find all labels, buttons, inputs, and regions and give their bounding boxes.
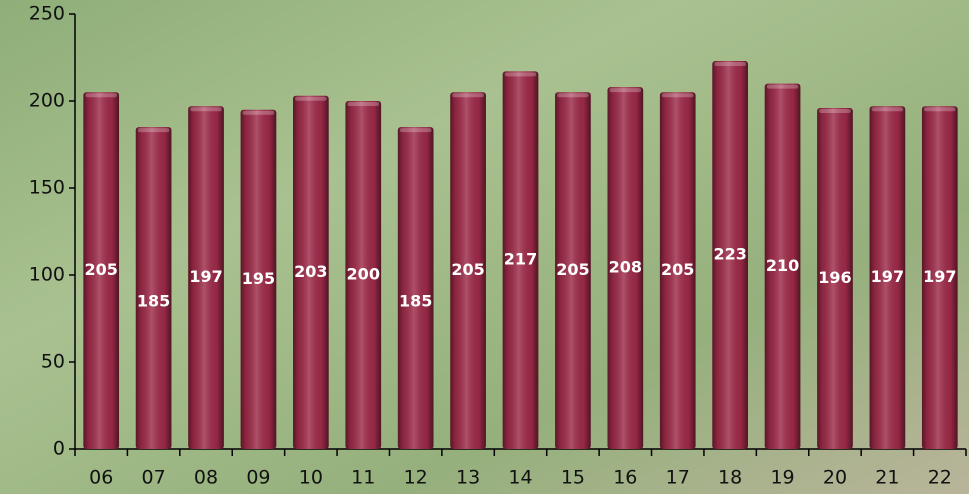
y-tick-label: 150 xyxy=(29,177,65,199)
x-tick-label: 07 xyxy=(142,467,166,489)
bar-top xyxy=(347,102,380,106)
value-label: 205 xyxy=(661,260,694,279)
bar-shade xyxy=(921,106,958,449)
x-tick-label: 20 xyxy=(823,467,847,489)
y-tick-label: 200 xyxy=(29,90,65,112)
x-tick-label: 17 xyxy=(666,467,690,489)
bar-top xyxy=(85,93,118,98)
bar-shade xyxy=(817,107,853,450)
value-label: 200 xyxy=(347,265,380,284)
value-label: 203 xyxy=(294,262,327,281)
y-tick-label: 50 xyxy=(41,351,65,373)
value-label: 185 xyxy=(137,292,170,311)
value-label: 223 xyxy=(713,244,746,263)
x-tick-label: 16 xyxy=(613,467,637,489)
bar-top xyxy=(399,128,432,133)
x-tick-label: 09 xyxy=(246,467,270,489)
x-tick-label: 11 xyxy=(351,467,375,489)
bar-shade xyxy=(869,106,906,449)
bar-top xyxy=(295,96,327,101)
x-tick-label: 21 xyxy=(875,467,899,489)
x-tick-label: 12 xyxy=(404,467,428,489)
value-label: 197 xyxy=(871,267,904,286)
bar-top xyxy=(190,107,222,112)
y-tick-label: 0 xyxy=(53,438,65,460)
value-label: 195 xyxy=(242,269,275,288)
bar-shade xyxy=(555,92,591,450)
x-tick-label: 15 xyxy=(561,467,585,489)
value-label: 208 xyxy=(609,258,642,277)
y-tick-label: 250 xyxy=(29,3,65,25)
bar-top xyxy=(819,108,851,113)
bar-shade xyxy=(293,95,329,449)
x-tick-label: 06 xyxy=(89,467,113,489)
value-label: 185 xyxy=(399,292,432,311)
value-label: 217 xyxy=(504,250,537,269)
bar-top xyxy=(714,61,746,66)
value-label: 205 xyxy=(556,260,589,279)
x-tick-label: 19 xyxy=(770,467,794,489)
bar-shade xyxy=(712,60,748,449)
bar-shade xyxy=(450,92,486,450)
bar-shade xyxy=(345,101,382,449)
bar-top xyxy=(452,93,484,98)
x-tick-label: 14 xyxy=(508,467,532,489)
bar-shade xyxy=(764,83,801,449)
bar-shade xyxy=(397,127,434,449)
bar-shade xyxy=(659,92,696,450)
bar-top xyxy=(242,110,275,115)
bar-shade xyxy=(135,127,172,449)
bar-shade xyxy=(188,106,224,449)
value-label: 197 xyxy=(923,267,956,286)
value-label: 205 xyxy=(451,260,484,279)
bar-shade xyxy=(502,71,539,450)
bar-top xyxy=(504,72,537,77)
bar-shade xyxy=(607,87,644,449)
bar-top xyxy=(557,93,589,98)
y-tick-label: 100 xyxy=(29,264,65,286)
x-tick-label: 22 xyxy=(928,467,952,489)
x-tick-label: 08 xyxy=(194,467,218,489)
bar-top xyxy=(923,107,956,112)
x-tick-label: 13 xyxy=(456,467,480,489)
value-label: 210 xyxy=(766,256,799,275)
bar-shade xyxy=(240,109,277,449)
bar-top xyxy=(661,93,694,98)
bar-top xyxy=(609,88,642,93)
x-tick-label: 10 xyxy=(299,467,323,489)
value-label: 196 xyxy=(818,268,851,287)
value-label: 205 xyxy=(85,260,118,279)
value-label: 197 xyxy=(189,267,222,286)
bar-shade xyxy=(83,92,120,450)
bar-top xyxy=(871,107,904,112)
bar-top xyxy=(766,84,799,89)
bar-top xyxy=(137,128,170,133)
x-tick-label: 18 xyxy=(718,467,742,489)
